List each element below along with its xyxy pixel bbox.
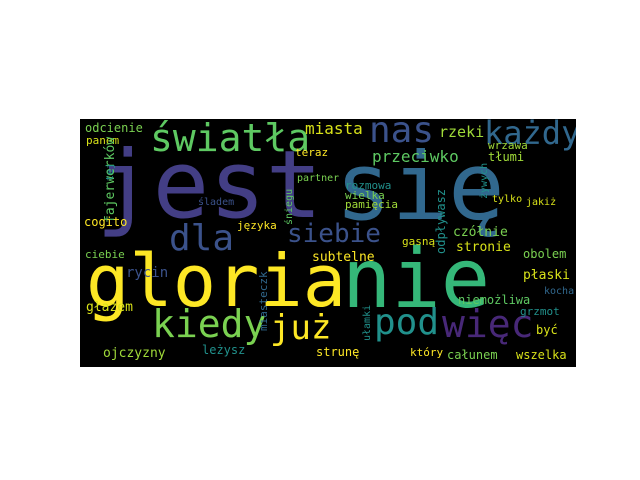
word-nas: nas	[369, 119, 435, 151]
word-swiatla: światła	[150, 119, 311, 160]
word-grzmot: grzmot	[520, 305, 560, 318]
word-ojczyzny: ojczyzny	[103, 346, 166, 361]
word-subtelne: subtelne	[312, 250, 375, 265]
word-siebie: siebie	[287, 219, 381, 249]
word-rozmowa: rozmowa	[345, 179, 392, 192]
word-miasteczk: miasteczk	[257, 271, 270, 331]
word-teraz: teraz	[295, 146, 329, 159]
word-odcienie: odcienie	[85, 121, 143, 135]
word-ktory: który	[410, 346, 444, 359]
word-gasna: gasną	[402, 235, 436, 248]
word-wszelka: wszelka	[516, 348, 567, 362]
word-stronie: stronie	[456, 240, 511, 255]
word-sladem: śladem	[198, 197, 235, 208]
word-panem: panem	[86, 134, 120, 147]
word-miasta: miasta	[305, 119, 363, 138]
word-juz: już	[270, 308, 332, 348]
word-rycin: rycin	[126, 265, 169, 281]
word-cloud: jest się nie gloria światła nas każdy dl…	[80, 119, 576, 367]
word-ulamki: ułamki	[362, 304, 373, 341]
word-glazem: głazem	[86, 300, 133, 315]
word-partner: partner	[297, 173, 340, 184]
word-gloria: gloria	[86, 239, 347, 323]
word-kazdy: każdy	[484, 119, 576, 152]
word-sniegu: śniegu	[284, 188, 295, 225]
word-obolem: obolem	[523, 247, 567, 261]
word-zywych: żywych	[479, 162, 490, 199]
word-kiedy: kiedy	[152, 302, 267, 346]
word-kocha: kocha	[544, 286, 575, 297]
word-rzeki: rzeki	[439, 123, 485, 141]
word-cogito: cogito	[84, 215, 128, 229]
word-dla: dla	[169, 218, 235, 259]
word-plaski: płaski	[523, 268, 570, 283]
word-niemozliwa: niemożliwa	[458, 293, 531, 307]
word-pod: pod	[374, 302, 440, 343]
word-pamiecia: pamięcia	[345, 198, 398, 211]
word-przeciwko: przeciwko	[372, 147, 459, 166]
word-lezysz: leżysz	[202, 343, 246, 357]
word-tlumi: tłumi	[488, 150, 525, 164]
word-ciebie: ciebie	[85, 248, 125, 261]
word-byc: być	[536, 323, 558, 337]
word-tylko: tylko	[492, 194, 523, 205]
word-wielka: wielka	[345, 189, 385, 202]
word-nie: nie	[342, 232, 491, 327]
word-sie: się	[335, 133, 505, 242]
word-wiec: więc	[442, 302, 534, 346]
word-jakiz: jakiż	[526, 197, 557, 208]
word-calunem: całunem	[447, 348, 498, 362]
word-jest: jest	[96, 131, 323, 240]
word-czolnie: czółnie	[453, 225, 508, 240]
word-jezyka: języka	[237, 219, 277, 232]
word-strune: strunę	[316, 345, 360, 359]
word-odplywasz: odpływasz	[434, 188, 448, 254]
word-tej: tej	[105, 162, 116, 181]
word-wrzawa: wrzawa	[488, 139, 528, 152]
